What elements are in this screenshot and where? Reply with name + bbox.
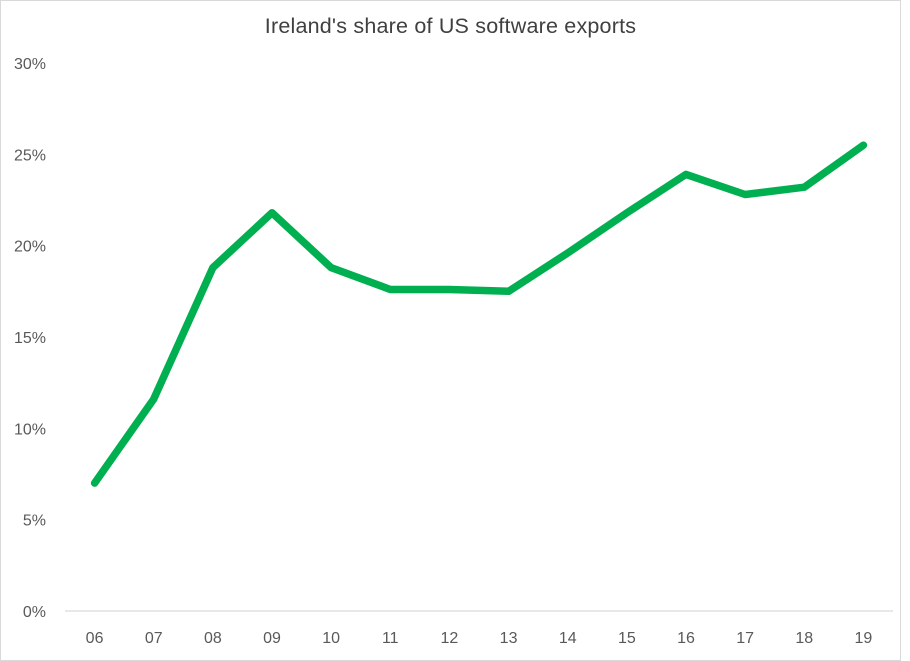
x-axis-tick-label: 17 xyxy=(736,630,754,647)
y-axis-tick-label: 30% xyxy=(14,56,46,73)
series-line xyxy=(90,141,868,487)
x-axis-tick-label: 18 xyxy=(795,630,813,647)
y-axis-tick-label: 0% xyxy=(23,604,46,621)
y-axis-tick-label: 25% xyxy=(14,147,46,164)
x-axis-tick-label: 11 xyxy=(382,630,399,647)
y-axis-tick-label: 5% xyxy=(23,513,46,530)
x-axis-tick-label: 08 xyxy=(204,630,222,647)
y-axis-tick-label: 10% xyxy=(14,421,46,438)
x-axis-tick-label: 06 xyxy=(86,630,104,647)
x-axis-tick-label: 09 xyxy=(263,630,281,647)
x-axis-tick-label: 16 xyxy=(677,630,695,647)
chart-title: Ireland's share of US software exports xyxy=(264,14,637,38)
x-axis-tick-label: 10 xyxy=(322,630,340,647)
y-axis-tick-label: 15% xyxy=(14,330,46,347)
x-axis-tick-label: 19 xyxy=(855,630,873,647)
x-axis-tick-label: 07 xyxy=(145,630,163,647)
y-axis-tick-label: 20% xyxy=(14,239,46,256)
x-axis-tick-label: 15 xyxy=(618,630,636,647)
x-axis-tick-label: 12 xyxy=(441,630,459,647)
x-axis-tick-label: 13 xyxy=(500,630,518,647)
x-axis-tick-label: 14 xyxy=(559,630,577,647)
